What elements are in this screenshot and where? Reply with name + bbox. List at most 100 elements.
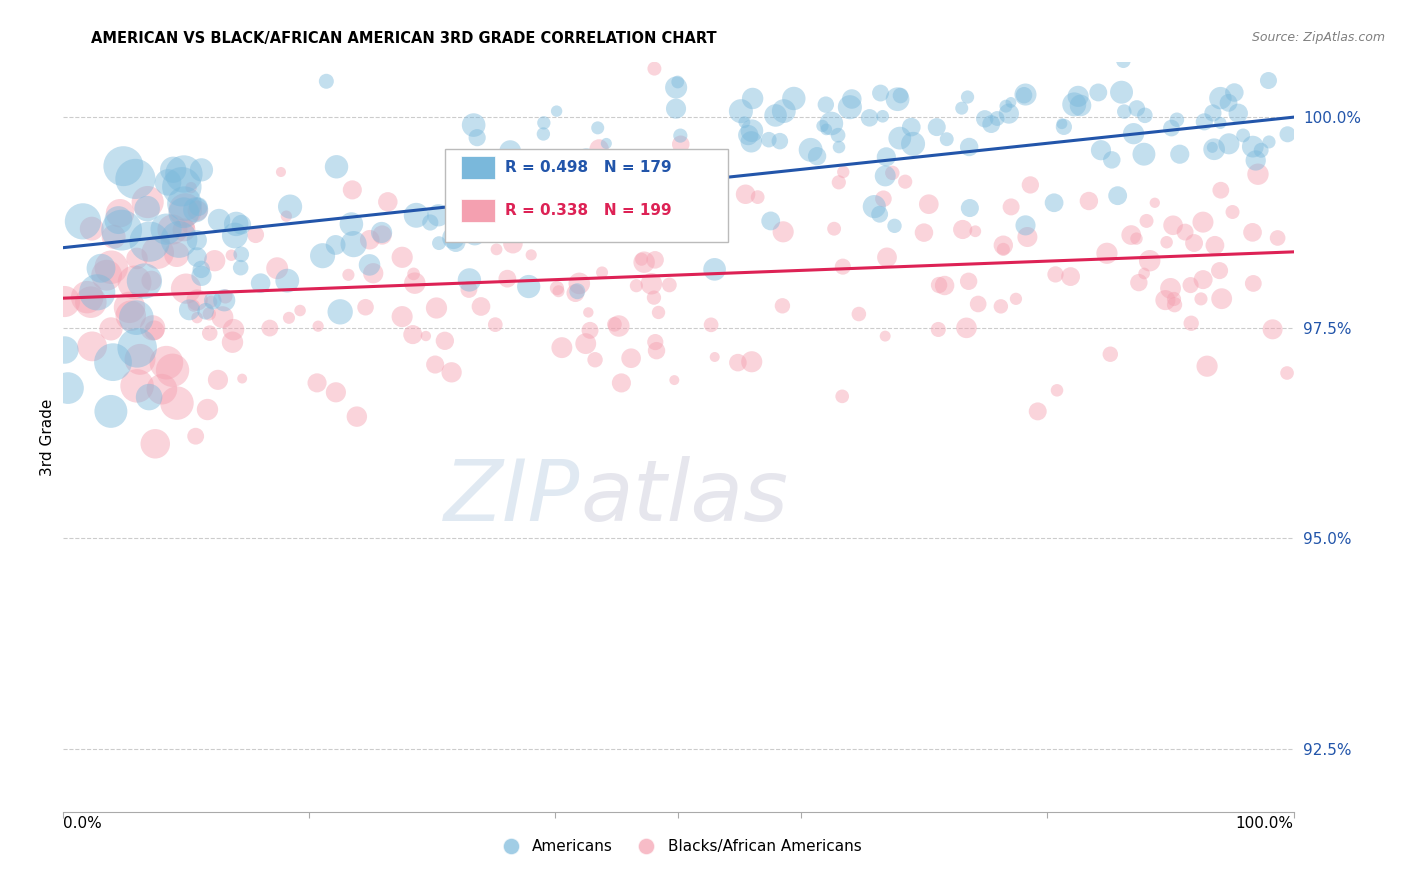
Point [343,237,366,252]
Point [918,197,941,211]
Point [733,115,755,129]
Point [1070,98,1092,112]
Point [959,201,981,215]
Point [1261,322,1284,336]
Point [173,196,195,211]
Point [492,212,515,227]
Point [928,278,950,293]
Point [564,286,586,301]
Point [875,329,897,343]
Point [1154,293,1177,307]
Point [180,180,202,194]
Point [783,91,806,105]
Point [510,214,533,228]
Point [150,382,173,396]
Point [1168,147,1191,161]
Point [574,188,596,202]
Point [505,153,527,168]
Point [402,267,425,281]
Point [669,128,692,143]
Point [1000,200,1022,214]
Point [595,201,617,215]
Point [1192,272,1215,286]
Point [1267,231,1289,245]
Point [100,260,122,275]
Point [841,92,863,106]
Point [111,223,134,237]
Point [1180,278,1202,293]
Point [1194,115,1216,129]
Point [127,341,149,355]
Point [1277,128,1299,142]
Point [221,248,243,262]
Point [141,274,163,288]
Point [666,75,689,89]
Point [425,301,447,315]
Point [370,226,392,240]
Point [186,250,208,264]
Point [1026,404,1049,418]
Point [187,203,209,218]
Point [772,104,794,119]
Point [1107,188,1129,202]
Point [513,196,536,211]
Point [644,252,666,267]
Point [734,187,756,202]
Point [1045,268,1067,282]
Point [1160,121,1182,136]
Point [276,274,298,288]
Point [212,293,235,308]
Point [531,127,554,141]
Point [177,219,200,234]
Point [986,112,1008,126]
Point [828,140,851,154]
Point [179,302,201,317]
Point [1232,128,1254,143]
Point [1209,91,1232,105]
Point [603,318,626,332]
Point [496,271,519,285]
Point [146,245,169,260]
Point [831,260,853,274]
Point [208,213,231,227]
Point [811,119,834,133]
Point [583,352,606,367]
Point [741,91,763,105]
Point [1189,292,1212,306]
Point [484,318,506,332]
Point [643,62,665,76]
Point [664,373,686,387]
Point [173,206,195,220]
Point [231,371,253,385]
Point [883,219,905,233]
Point [278,200,301,214]
Point [994,99,1017,113]
Point [730,104,752,119]
Point [869,86,891,100]
Point [586,120,609,135]
Point [576,305,599,319]
Point [162,363,184,377]
Point [703,262,725,277]
Point [585,183,607,197]
Point [221,335,243,350]
Point [107,213,129,227]
Point [1163,298,1185,312]
Point [517,279,540,293]
Point [1161,219,1184,233]
Point [186,310,208,325]
Point [546,281,568,295]
Point [1201,140,1223,154]
Point [224,228,246,243]
Point [1087,86,1109,100]
Point [470,300,492,314]
Point [311,249,333,263]
Point [934,278,956,293]
Point [955,321,977,335]
Point [506,189,529,203]
FancyBboxPatch shape [444,149,728,243]
Point [900,120,922,134]
Point [166,247,188,261]
Point [665,80,688,95]
Point [828,175,851,189]
